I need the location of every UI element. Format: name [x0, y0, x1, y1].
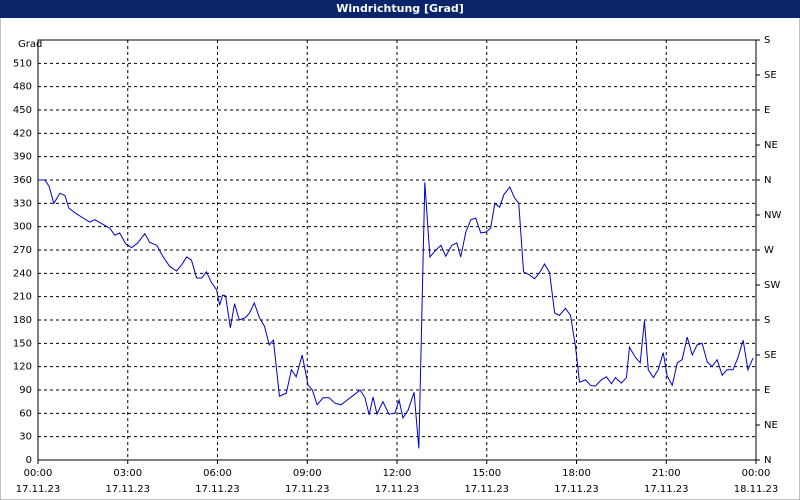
- y-tick-label: 60: [19, 408, 32, 419]
- y-tick-label: 0: [26, 455, 32, 466]
- y-tick-label: 120: [13, 362, 32, 373]
- y2-tick-label: SE: [764, 70, 777, 81]
- x-tick-label: 18:00: [562, 468, 591, 479]
- x-tick-date: 17.11.23: [285, 484, 330, 495]
- plot-frame: [37, 39, 757, 461]
- x-tick-date: 17.11.23: [375, 484, 420, 495]
- y2-tick-label: S: [764, 35, 770, 46]
- y-tick-label: 300: [13, 222, 32, 233]
- y2-tick-label: E: [764, 105, 770, 116]
- x-tick-label: 21:00: [652, 468, 681, 479]
- y-tick-label: 210: [13, 292, 32, 303]
- y-tick-label: 450: [13, 105, 32, 116]
- x-tick-date: 17.11.23: [105, 484, 150, 495]
- y-tick-label: 180: [13, 315, 32, 326]
- y-tick-label: 480: [13, 82, 32, 93]
- y-tick-label: 360: [13, 175, 32, 186]
- y-tick-label: 390: [13, 152, 32, 163]
- x-tick-date: 17.11.23: [16, 484, 61, 495]
- y-tick-label: 510: [13, 58, 32, 69]
- y-tick-label: 30: [19, 432, 32, 443]
- y2-tick-label: SE: [764, 350, 777, 361]
- chart-title: Windrichtung [Grad]: [336, 2, 464, 15]
- y-tick-label: 150: [13, 338, 32, 349]
- y-tick-label: 270: [13, 245, 32, 256]
- y-tick-label: 420: [13, 128, 32, 139]
- x-tick-label: 12:00: [383, 468, 412, 479]
- x-tick-label: 09:00: [293, 468, 322, 479]
- x-tick-date: 17.11.23: [464, 484, 509, 495]
- x-tick-label: 03:00: [113, 468, 142, 479]
- x-tick-label: 00:00: [742, 468, 771, 479]
- y2-tick-label: NE: [764, 420, 778, 431]
- data-line: [38, 179, 754, 449]
- y2-tick-label: E: [764, 385, 770, 396]
- x-tick-date: 17.11.23: [644, 484, 689, 495]
- x-tick-date: 17.11.23: [554, 484, 599, 495]
- y-axis-label: Grad: [18, 39, 42, 50]
- x-tick-label: 00:00: [24, 468, 53, 479]
- y2-tick-label: S: [764, 315, 770, 326]
- y-tick-label: 90: [19, 385, 32, 396]
- y-tick-label: 330: [13, 198, 32, 209]
- title-bar: [0, 0, 800, 18]
- y-tick-label: 240: [13, 268, 32, 279]
- y2-tick-label: NE: [764, 140, 778, 151]
- y2-tick-label: W: [764, 245, 774, 256]
- x-tick-date: 18.11.23: [734, 484, 779, 495]
- y2-tick-label: NW: [764, 210, 781, 221]
- y2-tick-label: N: [764, 175, 771, 186]
- y2-tick-label: SW: [764, 280, 780, 291]
- y2-tick-label: N: [764, 455, 771, 466]
- x-tick-date: 17.11.23: [195, 484, 240, 495]
- x-tick-label: 15:00: [472, 468, 501, 479]
- x-tick-label: 06:00: [203, 468, 232, 479]
